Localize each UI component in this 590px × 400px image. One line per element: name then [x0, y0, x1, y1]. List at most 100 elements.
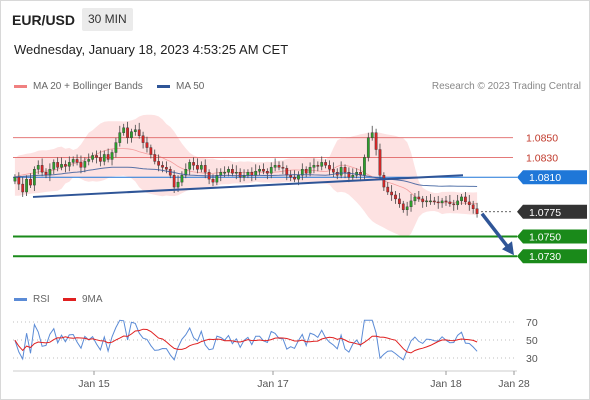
candle [386, 182, 390, 195]
legend-ma20: MA 20 + Bollinger Bands [14, 81, 143, 92]
rsi-tick-30: 30 [526, 353, 538, 365]
candle-body [440, 200, 444, 204]
candle [417, 191, 421, 202]
candle [227, 166, 230, 177]
candle-body [165, 167, 168, 170]
candle-body [157, 161, 160, 166]
candle-body [188, 162, 192, 170]
candle-body [219, 172, 223, 176]
candle-body [421, 198, 425, 203]
x-tick-label: Jan 15 [78, 378, 110, 390]
candle [425, 195, 428, 207]
candle-body [40, 165, 44, 173]
candle [122, 123, 126, 136]
candle-body [297, 175, 300, 180]
candle-body [211, 178, 215, 183]
candle-body [448, 201, 452, 205]
level-label-1.0810: 1.0810 [529, 172, 561, 184]
candle-body [110, 152, 114, 160]
candle-body [75, 159, 79, 163]
symbol-label: EUR/USD [12, 12, 76, 28]
candle-body [192, 162, 195, 166]
candle [332, 162, 335, 178]
candle-body [320, 162, 324, 167]
candle [17, 172, 21, 191]
candle [91, 152, 94, 163]
candle-body [246, 172, 250, 176]
candle-body [172, 175, 176, 188]
candle [32, 166, 36, 192]
candle-body [231, 169, 234, 174]
candle-body [25, 178, 28, 193]
ma20-swatch [14, 85, 27, 88]
candle-body [464, 196, 467, 203]
candle [436, 195, 440, 209]
candle [324, 159, 327, 169]
candle-body [141, 135, 145, 143]
candle-body [394, 194, 397, 200]
level-label-1.0850: 1.0850 [526, 133, 558, 145]
candle-body [378, 149, 382, 176]
candle-body [258, 169, 261, 172]
candle [343, 164, 347, 179]
candle-body [21, 183, 25, 193]
candle [21, 177, 25, 197]
rsi-ma-legend-label: 9MA [82, 294, 103, 305]
candle [83, 157, 87, 173]
candle [196, 158, 199, 174]
candle-body [95, 155, 98, 158]
candle [188, 159, 192, 176]
candle [440, 197, 444, 208]
candle-body [436, 201, 440, 204]
candle [231, 164, 234, 177]
candle [421, 195, 425, 208]
candle-body [456, 200, 460, 206]
candle [157, 154, 160, 172]
candle-body [467, 201, 471, 206]
candle [281, 161, 285, 175]
candle-body [137, 129, 141, 136]
candle [145, 136, 149, 153]
candle-body [475, 208, 479, 214]
trendline [32, 174, 464, 198]
candle [137, 122, 141, 139]
candle [25, 175, 28, 196]
candle-body [366, 137, 370, 158]
candle-body [199, 165, 203, 170]
candle [126, 121, 129, 144]
rsi-ma-swatch [63, 298, 76, 301]
candle-body [83, 161, 87, 168]
candle-body [417, 196, 421, 200]
candle-body [273, 165, 277, 168]
candle [413, 192, 417, 205]
timeframe-badge[interactable]: 30 MIN [82, 8, 133, 31]
candle [99, 150, 102, 167]
candle-body [145, 142, 149, 148]
candle [429, 193, 432, 205]
level-tag-1.0750 [517, 229, 587, 244]
candle-body [234, 172, 238, 174]
candle [464, 192, 467, 205]
candle [378, 143, 382, 181]
ma50-legend-label: MA 50 [176, 81, 205, 92]
candle-body [149, 147, 153, 155]
ma50-line [14, 166, 478, 187]
rsi-ma-line [14, 328, 478, 354]
legend-rsi-ma: 9MA [63, 294, 103, 305]
candle [110, 149, 114, 166]
candle [351, 168, 355, 182]
candle [405, 201, 409, 216]
candle-body [176, 181, 180, 188]
candle-body [265, 171, 269, 174]
candle [432, 196, 436, 205]
candle [452, 199, 456, 211]
forecast-arrow-head [502, 241, 514, 256]
candle [444, 195, 448, 206]
candle [398, 192, 401, 208]
candle [95, 150, 98, 164]
candle [277, 161, 281, 171]
candle [40, 158, 44, 177]
level-tag-1.0730 [517, 249, 587, 264]
candle-body [429, 200, 432, 203]
